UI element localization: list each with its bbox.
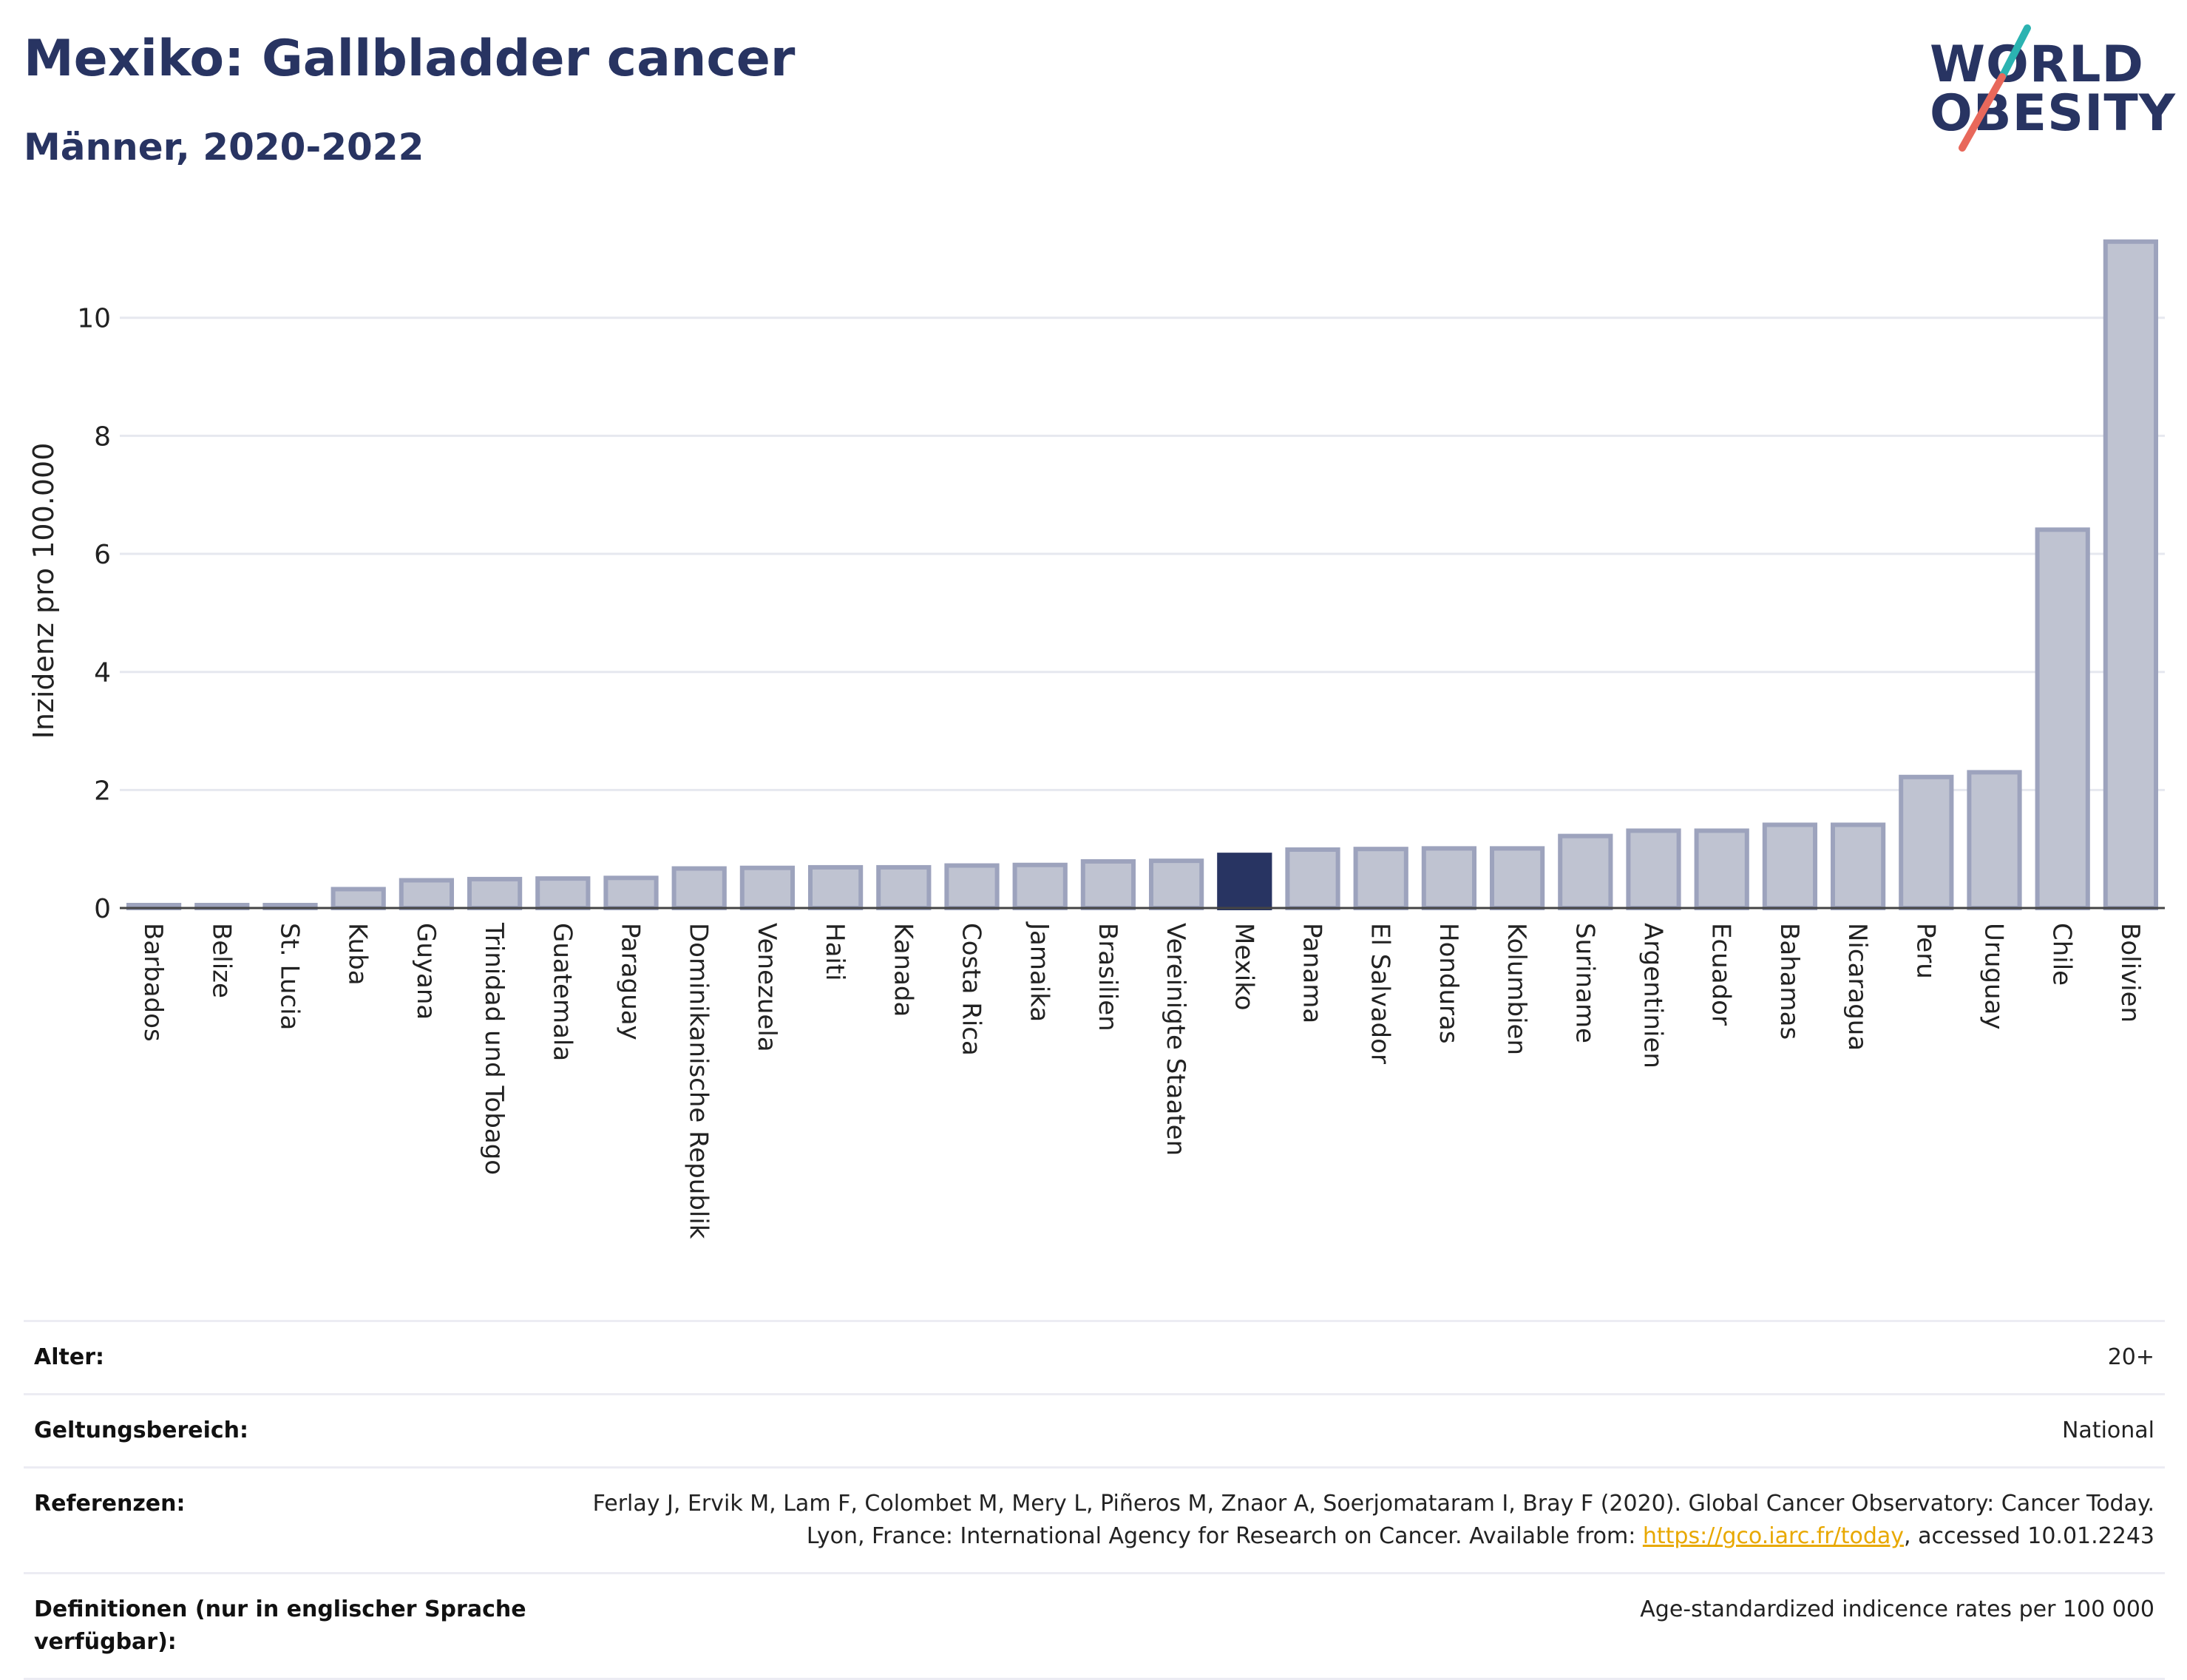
x-tick-label: Venezuela [752,923,781,1052]
info-value-scope: National [562,1393,2165,1468]
x-tick-label: Barbados [138,923,168,1042]
grid-lines [120,316,2165,791]
x-tick-label: Suriname [1570,923,1599,1043]
x-tick-label: Bahamas [1774,923,1804,1040]
reference-link[interactable]: https://gco.iarc.fr/today [1642,1523,1905,1549]
bar-venezuela [739,865,796,910]
info-key-definitions: Definitionen (nur in englischer Sprache … [24,1572,562,1680]
bar-brasilien [1080,858,1136,910]
x-tick-label: Trinidad und Tobago [479,922,509,1175]
bar-bahamas [1762,822,1818,910]
bar-nicaragua [1830,822,1886,910]
info-row-definitions: Definitionen (nur in englischer Sprache … [24,1572,2165,1680]
bar-dominikanische-republik [671,866,727,911]
x-tick-label: Brasilien [1093,923,1122,1032]
x-tick-label: Jamaika [1025,921,1054,1022]
x-tick-label: Panama [1298,923,1327,1023]
x-tick-label: Kanada [888,923,918,1017]
x-tick-label: Mexiko [1229,923,1258,1011]
y-tick-label: 4 [94,658,111,688]
bar-guyana [399,878,455,911]
x-tick-label: Bolivien [2115,923,2145,1023]
x-tick-label: Uruguay [1979,923,2009,1030]
logo-text-world: WORLD [1930,35,2144,94]
bar-kolumbien [1489,846,1545,911]
bar-el-salvador [1353,847,1408,910]
x-tick-label: Argentinien [1638,923,1668,1068]
x-axis-category-labels: Barbados Belize St. Lucia Kuba Guyana Trinida… [138,921,2145,1239]
x-tick-label: St. Lucia [275,923,305,1030]
x-tick-label: Haiti [820,923,850,981]
x-tick-label: Kolumbien [1502,923,1531,1055]
bar-kuba [330,887,386,910]
chart-title: Mexiko: Gallbladder cancer [24,30,796,88]
chart-subtitle: Männer, 2020-2022 [24,126,424,169]
x-tick-label: Kuba [343,923,373,986]
info-value-age: 20+ [562,1320,2165,1395]
bar-chile [2035,527,2090,910]
x-tick-label: Nicaragua [1842,923,1872,1051]
bar-mexiko [1217,853,1272,910]
x-tick-label: Dominikanische Republik [684,923,713,1239]
y-tick-label: 6 [94,540,111,570]
info-row-scope: Geltungsbereich: National [24,1393,2165,1468]
x-tick-label: Chile [2047,923,2077,986]
info-row-references: Referenzen: Ferlay J, Ervik M, Lam F, Co… [24,1466,2165,1574]
bar-vereinigte-staaten [1148,858,1204,911]
info-key-scope: Geltungsbereich: [24,1393,562,1468]
x-tick-label: Vereinigte Staaten [1161,923,1190,1156]
x-tick-label: Costa Rica [957,923,986,1056]
bar-bolivien [2103,239,2159,910]
bar-honduras [1421,846,1477,911]
x-tick-label: Honduras [1434,923,1463,1044]
info-key-age: Alter: [24,1320,562,1395]
info-row-age: Alter: 20+ [24,1320,2165,1395]
bar-argentinien [1626,828,1681,911]
x-tick-label: Peru [1910,923,1940,979]
info-key-references: Referenzen: [24,1466,562,1574]
x-tick-label: Paraguay [616,923,645,1040]
bar-uruguay [1967,770,2022,911]
bar-chart: 0 2 4 6 8 10 Barbados Belize St. Lucia Kuba Guyan… [27,239,2165,1239]
bar-haiti [807,864,864,910]
x-tick-label: Belize [206,923,236,998]
y-tick-label: 10 [77,304,111,334]
bar-guatemala [535,876,591,911]
bar-peru [1899,774,1954,910]
reference-text: Ferlay J, Ervik M, Lam F, Colombet M, Me… [592,1491,2154,1549]
bar-panama [1285,847,1340,910]
reference-accessed: , accessed 10.01.2243 [1904,1523,2154,1549]
bars [126,239,2159,911]
bar-trinidad-und-tobago [467,876,523,910]
info-value-definitions: Age-standardized indicence rates per 100… [562,1572,2165,1680]
info-table: Alter: 20+ Geltungsbereich: National Ref… [24,1320,2165,1680]
info-value-references: Ferlay J, Ervik M, Lam F, Colombet M, Me… [562,1466,2165,1574]
bar-costa-rica [944,863,1000,910]
bar-kanada [876,864,932,910]
x-tick-label: Ecuador [1706,923,1736,1026]
x-tick-label: Guyana [411,923,441,1020]
bar-paraguay [603,875,659,910]
y-axis-label: Inzidenz pro 100.000 [27,443,60,739]
bar-jamaika [1012,862,1068,910]
bar-suriname [1558,833,1613,911]
y-axis-ticks: 0 2 4 6 8 10 [77,304,111,924]
x-tick-label: El Salvador [1366,923,1395,1064]
world-obesity-logo: WORLD OBESITY [1930,22,2175,163]
bar-ecuador [1694,828,1749,911]
y-tick-label: 8 [94,421,111,452]
y-tick-label: 2 [94,776,111,806]
logo-slash-icon [1959,24,2031,152]
y-tick-label: 0 [94,894,111,924]
x-tick-label: Guatemala [547,923,577,1061]
